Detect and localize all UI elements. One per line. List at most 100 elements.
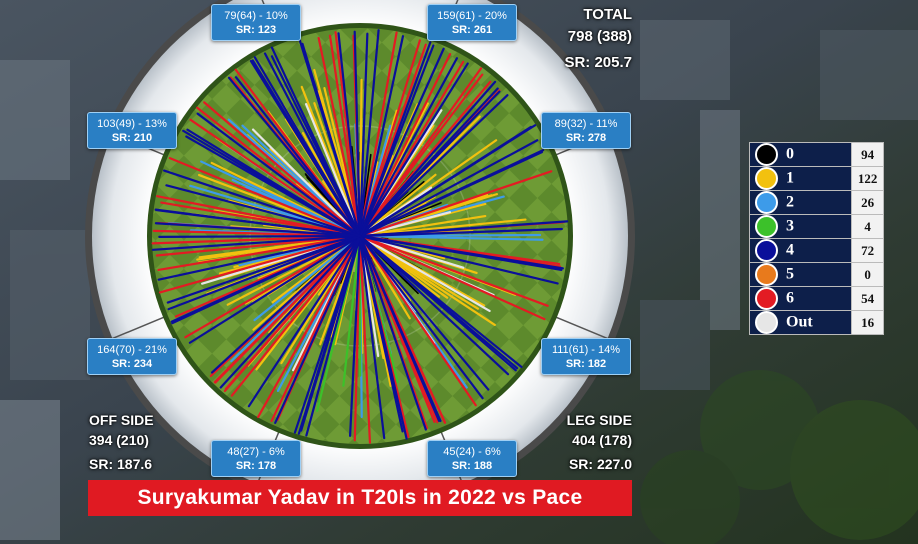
zone-7-summary: 164(70) - 21% [97,344,167,356]
shot-line [253,234,362,322]
off-side-sr: SR: 187.6 [89,456,153,472]
shot-line [358,234,477,407]
shot-line [157,234,362,281]
shot-line [304,102,362,238]
shot-line [253,56,362,238]
shot-line [270,55,362,238]
shot-line [358,234,544,241]
legend-key: 6 [748,286,853,311]
shot-line [162,169,362,238]
zone-4-sr: SR: 182 [565,358,607,370]
shot-line [358,220,569,238]
shot-line [358,234,559,285]
shot-line [165,184,362,238]
chart-title: Suryakumar Yadav in T20Is in 2022 vs Pac… [88,480,632,516]
legend-swatch [755,311,778,334]
legend-row: 0 94 [748,142,884,167]
shot-line [274,234,362,424]
total-sr: SR: 205.7 [564,54,632,71]
legend-swatch [755,263,778,286]
zone-label-1: 79(64) - 10% SR: 123 [211,4,301,41]
legend-swatch [755,239,778,262]
shot-line [337,32,362,238]
legend-swatch [755,167,778,190]
shot-line [234,76,362,238]
zone-3-summary: 89(32) - 11% [554,118,618,130]
legend-label: Out [786,313,813,331]
zone-label-4: 111(61) - 14% SR: 182 [541,338,631,375]
shot-line [358,139,539,238]
legend-key: 3 [748,214,853,239]
zone-divider [549,313,612,341]
shot-line [358,234,484,400]
total-runs-balls: 798 (388) [567,28,632,45]
zone-label-7: 164(70) - 21% SR: 234 [87,338,177,375]
legend-row: 4 72 [748,238,884,263]
shot-line [297,234,362,435]
shot-line [257,234,362,419]
shot-line [358,87,499,238]
zone-8-sr: SR: 210 [111,132,153,144]
legend-row: 2 26 [748,190,884,215]
shot-line [154,208,362,238]
shot-line [358,149,545,238]
shot-line [358,31,398,238]
off-side-summary: OFF SIDE 394 (210) SR: 187.6 [89,410,154,474]
shot-line [358,94,509,238]
zone-label-3: 89(32) - 11% SR: 278 [541,112,631,149]
shot-line [158,234,362,238]
zone-divider [108,313,171,341]
legend-label: 1 [786,169,794,187]
shot-line [358,73,484,238]
zone-6-summary: 48(27) - 6% [227,446,285,458]
leg-side-summary: LEG SIDE 404 (178) SR: 227.0 [567,410,632,474]
legend-count: 94 [851,142,884,167]
shot-line [358,234,491,313]
total-label: TOTAL [583,6,632,23]
shot-line [168,157,362,238]
zone-5-sr: SR: 188 [451,460,493,472]
legend-row: 1 122 [748,166,884,191]
legend-label: 5 [786,265,794,283]
legend-count: 72 [851,238,884,263]
shot-line [358,234,549,307]
legend-label: 2 [786,193,794,211]
leg-side-sr: SR: 227.0 [568,456,632,472]
legend-key: Out [748,310,853,335]
zone-3-sr: SR: 278 [565,132,607,144]
shot-line [358,47,445,238]
legend-label: 0 [786,145,794,163]
zone-1-sr: SR: 123 [235,24,277,36]
shot-line [251,128,362,238]
legend-swatch [755,215,778,238]
shot-line [189,118,362,238]
shot-line [219,234,362,389]
shot-line [342,234,362,387]
shot-line [358,53,452,238]
shot-line [184,234,362,339]
shot-line [298,38,362,238]
zone-8-summary: 103(49) - 13% [97,118,167,130]
shot-line [358,32,369,238]
shot-line [230,234,362,397]
shot-line [156,195,362,238]
legend-count: 54 [851,286,884,311]
shot-line [358,234,427,431]
legend-count: 16 [851,310,884,335]
shot-line [213,234,362,384]
shot-line [358,170,553,238]
leg-side-runs-balls: 404 (178) [572,432,632,448]
legend-swatch [755,287,778,310]
shot-line [358,234,490,391]
shot-line [158,234,362,294]
zone-2-summary: 159(61) - 20% [437,10,507,22]
legend-count: 4 [851,214,884,239]
shot-line [358,227,563,238]
zone-2-sr: SR: 261 [451,24,493,36]
shot-line [358,62,469,238]
zone-7-sr: SR: 234 [111,358,153,370]
shot-line [358,173,437,238]
shot-line [358,41,432,238]
